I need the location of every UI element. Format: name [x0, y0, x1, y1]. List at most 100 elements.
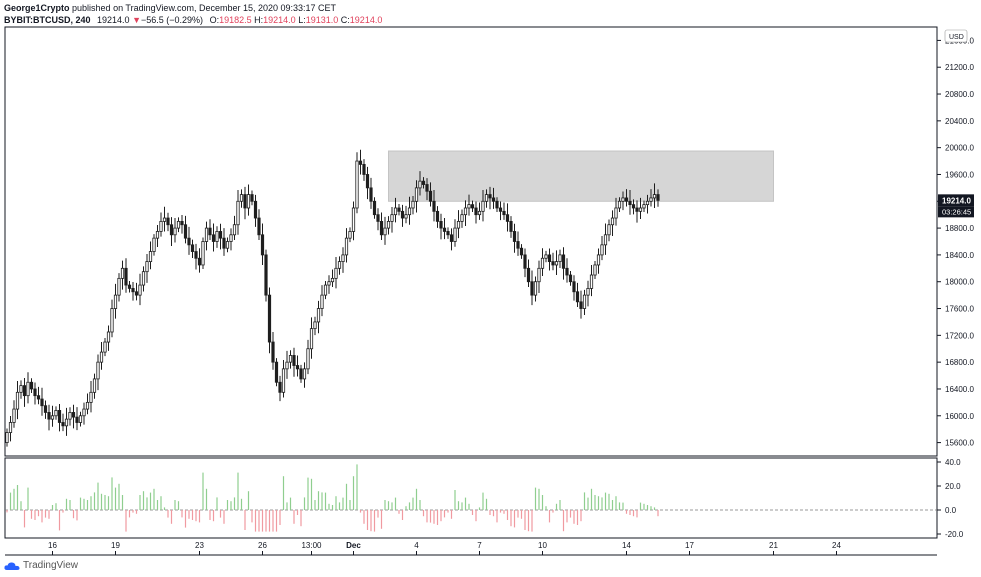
candle-up	[355, 160, 359, 209]
price-tick-label: 20000.0	[945, 144, 974, 153]
currency-box	[944, 29, 968, 43]
candle-down	[299, 368, 303, 380]
brand-name[interactable]: TradingView	[23, 560, 79, 571]
candle-up	[302, 368, 307, 380]
candle-up	[463, 207, 468, 216]
price-tick-label: 17200.0	[945, 331, 974, 340]
candle-down	[358, 160, 363, 165]
candle-up	[5, 432, 9, 443]
candle-down	[376, 214, 380, 222]
candle-up	[607, 224, 611, 236]
candle-up	[649, 197, 653, 202]
candle-down	[512, 231, 517, 242]
candle-down	[187, 237, 191, 246]
candle-up	[120, 267, 125, 279]
candle-down	[575, 291, 580, 303]
candle-down	[271, 341, 275, 363]
indicator-tick-label: 0.0	[945, 506, 957, 515]
candle-up	[145, 261, 149, 273]
candle-up	[246, 194, 251, 209]
candle-down	[491, 197, 496, 202]
candle-down	[250, 194, 254, 202]
price-tick-label: 18000.0	[945, 278, 974, 287]
candle-down	[435, 210, 440, 222]
author-name[interactable]: George1Crypto	[4, 3, 70, 13]
candle-down	[400, 210, 405, 219]
candle-down	[22, 385, 27, 397]
price-tick-label: 21200.0	[945, 63, 974, 72]
candle-down	[33, 388, 37, 397]
symbol-label[interactable]: BYBIT:BTCUSD, 240	[4, 15, 91, 25]
high-label: H:	[254, 15, 264, 25]
change-value: −56.5 (−0.29%)	[141, 15, 204, 25]
candle-down	[565, 267, 569, 276]
candle-up	[337, 261, 342, 269]
candle-down	[505, 214, 510, 222]
price-tick-label: 20400.0	[945, 117, 974, 126]
candle-down	[523, 254, 527, 269]
candle-down	[166, 217, 170, 226]
candle-down	[257, 217, 261, 236]
candle-up	[99, 351, 104, 363]
high-value: 19214.0	[263, 15, 296, 25]
price-tick-label: 16800.0	[945, 358, 974, 367]
candle-up	[411, 200, 415, 209]
candle-up	[54, 410, 58, 417]
candle-down	[295, 365, 300, 370]
candle-up	[152, 237, 156, 252]
histogram-group	[6, 464, 659, 532]
candle-up	[92, 378, 97, 393]
candle-up	[232, 224, 237, 236]
low-value: 19131.0	[305, 15, 339, 25]
candle-up	[390, 214, 394, 222]
candle-down	[134, 291, 139, 296]
candle-up	[316, 308, 321, 323]
candle-down	[446, 231, 450, 236]
price-tick-label: 18400.0	[945, 251, 974, 260]
candle-down	[519, 247, 524, 256]
candle-up	[610, 217, 615, 226]
candle-up	[8, 422, 13, 433]
candle-up	[453, 227, 457, 242]
time-tick-label: 17	[685, 541, 694, 550]
candle-down	[568, 274, 573, 283]
candle-down	[509, 220, 513, 232]
candle-up	[155, 231, 160, 239]
candle-up	[309, 328, 314, 350]
candle-down	[502, 210, 506, 216]
candle-up	[614, 207, 618, 219]
close-value: 19214.0	[349, 15, 383, 25]
candle-up	[404, 214, 408, 219]
time-tick-label: 16	[48, 541, 57, 550]
candle-up	[481, 200, 485, 212]
candle-up	[460, 214, 464, 222]
candle-down	[421, 180, 426, 185]
candle-down	[190, 244, 195, 252]
candle-down	[71, 412, 76, 418]
indicator-tick-label: 40.0	[945, 458, 961, 467]
candle-up	[645, 200, 650, 206]
candle-up	[344, 237, 349, 256]
candle-up	[239, 194, 244, 202]
ohlc-legend: BYBIT:BTCUSD, 240 19214.0 ▼−56.5 (−0.29%…	[4, 15, 382, 25]
candle-up	[383, 227, 387, 236]
candle-up	[173, 227, 177, 236]
candle-down	[40, 398, 44, 407]
candle-up	[313, 321, 317, 330]
candle-down	[222, 237, 226, 249]
candle-down	[47, 412, 51, 420]
candle-down	[498, 207, 503, 212]
close-label: C:	[340, 15, 350, 25]
candle-up	[117, 277, 121, 296]
candle-down	[624, 197, 629, 202]
time-tick-label: 26	[258, 541, 267, 550]
candle-down	[579, 301, 583, 309]
candle-down	[656, 194, 660, 201]
candle-down	[292, 355, 296, 366]
countdown-tag	[938, 206, 974, 218]
price-tick-label: 17600.0	[945, 305, 974, 314]
candle-up	[201, 241, 205, 266]
candle-up	[12, 408, 16, 423]
candle-up	[50, 415, 55, 420]
